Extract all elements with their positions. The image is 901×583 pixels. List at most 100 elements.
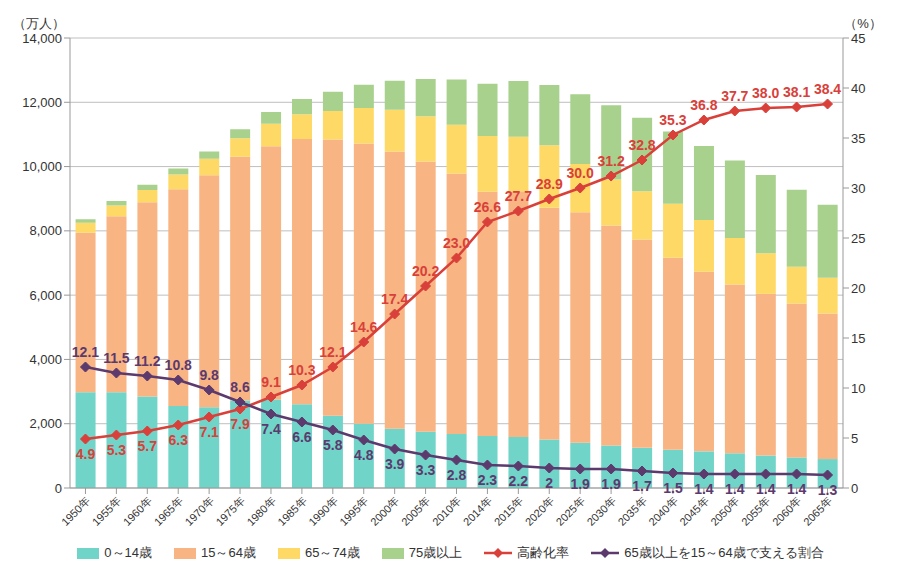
svg-text:25: 25: [851, 231, 865, 246]
svg-text:4.9: 4.9: [76, 446, 96, 462]
svg-text:5.7: 5.7: [138, 438, 158, 454]
svg-text:31.2: 31.2: [597, 153, 624, 169]
svg-text:10,000: 10,000: [22, 159, 62, 174]
svg-text:2045年: 2045年: [677, 494, 711, 528]
svg-text:30.0: 30.0: [567, 165, 594, 181]
svg-text:12,000: 12,000: [22, 95, 62, 110]
svg-text:1990年: 1990年: [306, 494, 340, 528]
svg-text:45: 45: [851, 31, 865, 46]
svg-text:1975年: 1975年: [213, 494, 247, 528]
svg-text:0: 0: [55, 481, 62, 496]
svg-text:20: 20: [851, 281, 865, 296]
svg-text:1.7: 1.7: [632, 478, 652, 494]
svg-text:15: 15: [851, 331, 865, 346]
svg-text:1.9: 1.9: [601, 476, 621, 492]
svg-text:35.3: 35.3: [659, 112, 686, 128]
svg-text:1.3: 1.3: [818, 482, 838, 498]
svg-text:11.2: 11.2: [134, 353, 161, 369]
svg-text:1955年: 1955年: [90, 494, 124, 528]
svg-text:5: 5: [851, 431, 858, 446]
svg-text:9.8: 9.8: [199, 367, 219, 383]
svg-text:36.8: 36.8: [690, 97, 717, 113]
svg-text:2: 2: [545, 475, 553, 491]
svg-text:10.8: 10.8: [165, 357, 192, 373]
svg-text:1.4: 1.4: [756, 481, 776, 497]
svg-text:6,000: 6,000: [29, 288, 62, 303]
svg-text:1985年: 1985年: [275, 494, 309, 528]
svg-text:12.1: 12.1: [72, 344, 99, 360]
svg-text:11.5: 11.5: [103, 350, 130, 366]
svg-text:5.3: 5.3: [107, 442, 127, 458]
svg-text:2055年: 2055年: [739, 494, 773, 528]
svg-text:6.3: 6.3: [168, 432, 188, 448]
svg-text:6.6: 6.6: [292, 429, 312, 445]
svg-text:40: 40: [851, 81, 865, 96]
svg-text:1995年: 1995年: [337, 494, 371, 528]
svg-text:2030年: 2030年: [584, 494, 618, 528]
svg-text:1970年: 1970年: [183, 494, 217, 528]
html-text:0～14歳: 0～14歳: [104, 545, 152, 560]
svg-text:1965年: 1965年: [152, 494, 186, 528]
svg-text:1.9: 1.9: [570, 476, 590, 492]
svg-text:2005年: 2005年: [399, 494, 433, 528]
svg-text:2025年: 2025年: [554, 494, 588, 528]
svg-text:2.2: 2.2: [509, 473, 529, 489]
svg-text:7.9: 7.9: [230, 416, 250, 432]
svg-text:2015年: 2015年: [492, 494, 526, 528]
svg-text:28.9: 28.9: [536, 176, 563, 192]
svg-text:0: 0: [851, 481, 858, 496]
svg-text:3.3: 3.3: [416, 462, 436, 478]
svg-text:5.8: 5.8: [323, 437, 343, 453]
svg-text:20.2: 20.2: [412, 263, 439, 279]
svg-text:1960年: 1960年: [121, 494, 155, 528]
svg-text:2035年: 2035年: [615, 494, 649, 528]
svg-text:2040年: 2040年: [646, 494, 680, 528]
svg-text:1.4: 1.4: [694, 481, 714, 497]
svg-text:12.1: 12.1: [319, 344, 346, 360]
html-text:15～64歳: 15～64歳: [201, 545, 256, 560]
svg-text:35: 35: [851, 131, 865, 146]
svg-text:38.1: 38.1: [783, 84, 810, 100]
svg-text:（万人）: （万人）: [13, 16, 65, 31]
svg-text:2020年: 2020年: [523, 494, 557, 528]
svg-text:2.8: 2.8: [447, 467, 467, 483]
svg-text:2000年: 2000年: [368, 494, 402, 528]
html-text:65～74歳: 65～74歳: [304, 545, 360, 560]
svg-text:1.4: 1.4: [787, 481, 807, 497]
svg-text:2.3: 2.3: [478, 472, 498, 488]
svg-text:2060年: 2060年: [770, 494, 804, 528]
svg-text:1.5: 1.5: [663, 480, 683, 496]
svg-text:30: 30: [851, 181, 865, 196]
svg-text:14.6: 14.6: [350, 319, 377, 335]
svg-text:4,000: 4,000: [29, 352, 62, 367]
svg-text:1980年: 1980年: [244, 494, 278, 528]
svg-text:7.1: 7.1: [199, 424, 219, 440]
svg-text:2014年: 2014年: [461, 494, 495, 528]
svg-text:38.4: 38.4: [814, 81, 841, 97]
svg-text:8.6: 8.6: [230, 379, 250, 395]
svg-text:7.4: 7.4: [261, 421, 281, 437]
svg-text:3.9: 3.9: [385, 456, 405, 472]
svg-text:14,000: 14,000: [22, 31, 62, 46]
html-text:高齢化率: 高齢化率: [517, 545, 570, 560]
svg-text:10: 10: [851, 381, 865, 396]
svg-text:32.8: 32.8: [628, 137, 655, 153]
svg-text:10.3: 10.3: [288, 362, 315, 378]
svg-text:23.0: 23.0: [443, 235, 470, 251]
svg-text:1.4: 1.4: [725, 481, 745, 497]
svg-text:2010年: 2010年: [430, 494, 464, 528]
svg-text:4.8: 4.8: [354, 447, 374, 463]
svg-text:（%）: （%）: [844, 16, 882, 31]
svg-text:1950年: 1950年: [59, 494, 93, 528]
svg-text:38.0: 38.0: [752, 85, 779, 101]
html-text:75歳以上: 75歳以上: [408, 545, 463, 560]
svg-text:8,000: 8,000: [29, 223, 62, 238]
svg-text:9.1: 9.1: [261, 374, 281, 390]
svg-text:27.7: 27.7: [505, 188, 532, 204]
svg-text:2050年: 2050年: [708, 494, 742, 528]
svg-text:2065年: 2065年: [801, 494, 835, 528]
svg-text:26.6: 26.6: [474, 199, 501, 215]
svg-text:37.7: 37.7: [721, 88, 748, 104]
svg-text:17.4: 17.4: [381, 291, 408, 307]
svg-text:2,000: 2,000: [29, 416, 62, 431]
